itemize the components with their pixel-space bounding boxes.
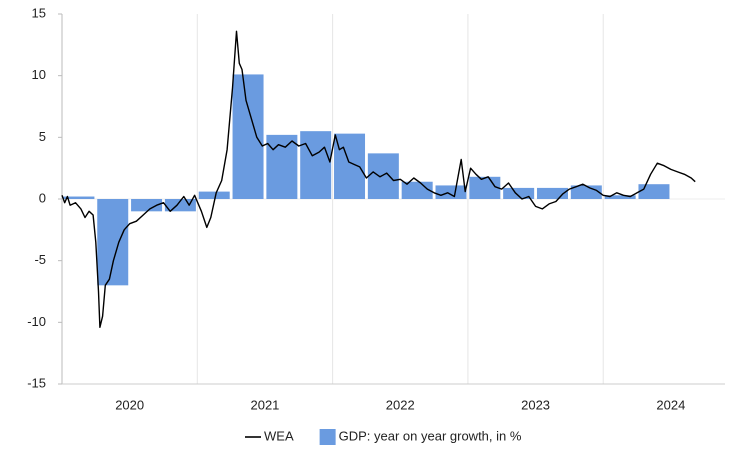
bar	[266, 134, 298, 199]
bar	[334, 133, 366, 199]
legend-label: WEA	[264, 428, 294, 443]
bar	[198, 191, 230, 199]
bar	[300, 131, 332, 199]
bar	[536, 187, 568, 199]
legend-label: GDP: year on year growth, in %	[339, 428, 522, 443]
y-tick-label: 15	[32, 5, 46, 20]
bar	[97, 199, 129, 286]
y-tick-label: 5	[39, 129, 46, 144]
bar	[604, 195, 636, 199]
y-tick-label: -10	[27, 314, 46, 329]
bar	[435, 185, 467, 199]
x-tick-label: 2022	[386, 397, 415, 412]
bar	[503, 187, 535, 199]
x-tick-label: 2023	[521, 397, 550, 412]
bar	[367, 153, 399, 199]
y-tick-label: 0	[39, 190, 46, 205]
x-tick-label: 2021	[250, 397, 279, 412]
bar	[131, 199, 163, 212]
y-tick-label: -5	[34, 252, 46, 267]
bar	[638, 184, 670, 199]
y-tick-label: 10	[32, 67, 46, 82]
x-tick-label: 2020	[115, 397, 144, 412]
bar	[63, 196, 95, 199]
x-tick-label: 2024	[656, 397, 685, 412]
y-tick-label: -15	[27, 375, 46, 390]
legend-swatch	[319, 429, 336, 445]
bar	[469, 176, 501, 199]
line	[61, 30, 696, 328]
bar	[232, 74, 264, 199]
